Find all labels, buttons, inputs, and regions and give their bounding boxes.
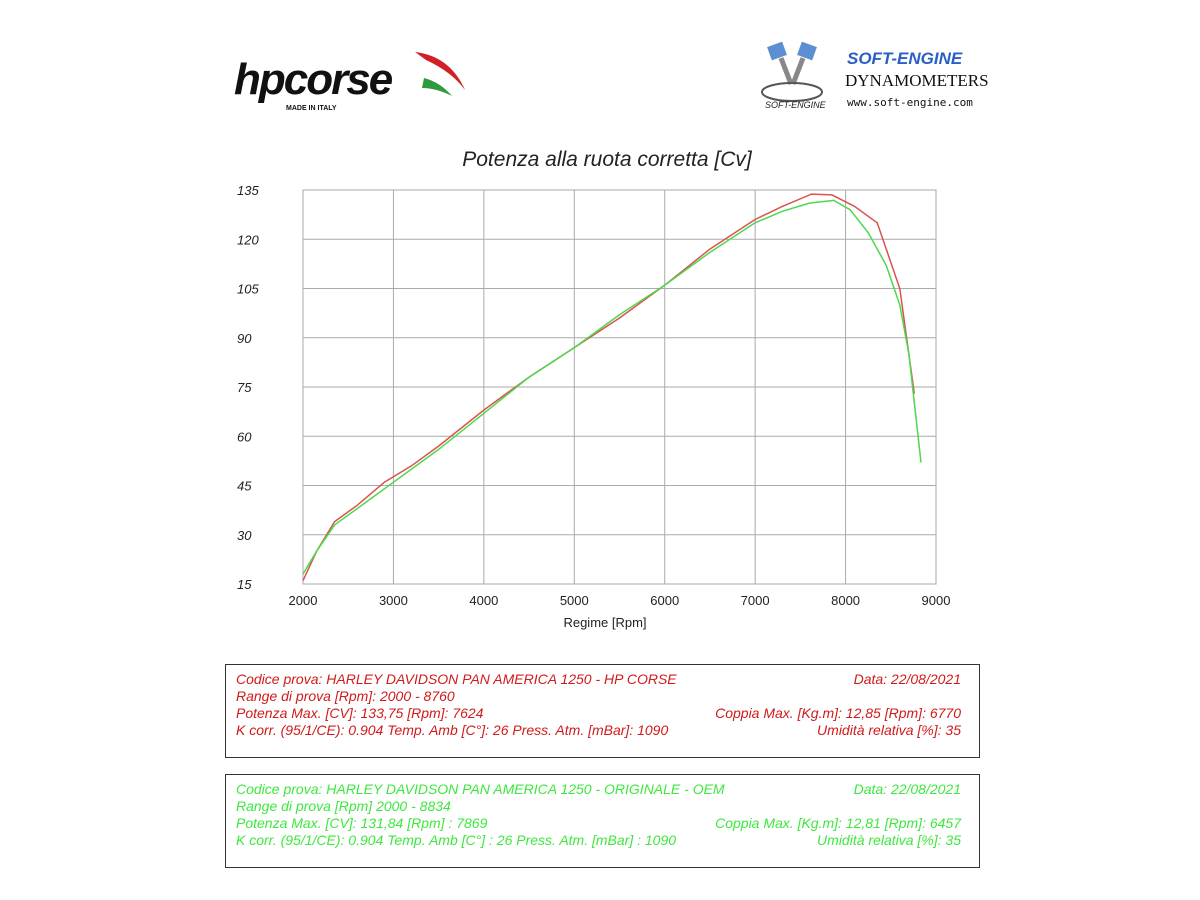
- y-tick-label: 15: [237, 577, 252, 592]
- test-conditions: K corr. (95/1/CE): 0.904 Temp. Amb [C°]:…: [236, 722, 669, 738]
- x-tick-label: 7000: [741, 593, 770, 608]
- x-tick-label: 3000: [379, 593, 408, 608]
- test-range: Range di prova [Rpm]: 2000 - 8760: [236, 688, 455, 704]
- y-tick-label: 120: [237, 232, 259, 247]
- grid: [302, 189, 937, 585]
- test-row-3: Potenza Max. [CV]: 131,84 [Rpm] : 7869 C…: [236, 815, 967, 832]
- se-mark: SOFT-ENGINE: [765, 100, 827, 110]
- se-url: www.soft-engine.com: [847, 96, 973, 109]
- test-row-4: K corr. (95/1/CE): 0.904 Temp. Amb [C°]:…: [236, 722, 967, 739]
- test-humidity: Umidità relativa [%]: 35: [817, 832, 961, 848]
- test-humidity: Umidità relativa [%]: 35: [817, 722, 961, 738]
- hpcorse-logo: hpcorse MADE IN ITALY: [234, 52, 465, 112]
- hp-made-in-italy: MADE IN ITALY: [286, 105, 337, 112]
- chart-title: Potenza alla ruota corretta [Cv]: [462, 148, 753, 171]
- logo-swoosh-green: [422, 78, 452, 96]
- test-row-1: Codice prova: HARLEY DAVIDSON PAN AMERIC…: [236, 671, 967, 688]
- y-tick-label: 60: [237, 429, 252, 444]
- test-range: Range di prova [Rpm] 2000 - 8834: [236, 798, 451, 814]
- test-conditions: K corr. (95/1/CE): 0.904 Temp. Amb [C°] …: [236, 832, 677, 848]
- test-code: Codice prova: HARLEY DAVIDSON PAN AMERIC…: [236, 781, 725, 797]
- test-info-hpcorse: Codice prova: HARLEY DAVIDSON PAN AMERIC…: [225, 664, 980, 758]
- soft-engine-logo: SOFT-ENGINE DYNAMOMETERS SOFT-ENGINE www…: [761, 41, 989, 110]
- pistons-icon: [761, 41, 823, 102]
- y-tick-labels: 15 30 45 60 75 90 105 120 135: [237, 183, 259, 592]
- x-tick-label: 2000: [289, 593, 318, 608]
- hp-brand-text: hpcorse: [234, 55, 393, 104]
- se-brand-text: SOFT-ENGINE: [847, 49, 963, 68]
- x-tick-label: 4000: [469, 593, 498, 608]
- x-axis-label: Regime [Rpm]: [563, 615, 646, 630]
- y-tick-label: 135: [237, 183, 259, 198]
- power-chart: Potenza alla ruota corretta [Cv] 15 30 45 6…: [237, 148, 951, 630]
- test-max-power: Potenza Max. [CV]: 133,75 [Rpm]: 7624: [236, 705, 484, 721]
- test-max-torque: Coppia Max. [Kg.m]: 12,81 [Rpm]: 6457: [715, 815, 961, 831]
- y-tick-label: 75: [237, 380, 252, 395]
- x-tick-label: 9000: [922, 593, 951, 608]
- se-dynamometers: DYNAMOMETERS: [845, 71, 989, 90]
- y-tick-label: 105: [237, 282, 259, 297]
- test-code: Codice prova: HARLEY DAVIDSON PAN AMERIC…: [236, 671, 677, 687]
- y-tick-label: 30: [237, 528, 252, 543]
- x-tick-labels: 2000 3000 4000 5000 6000 7000 8000 9000: [289, 593, 951, 608]
- test-row-1: Codice prova: HARLEY DAVIDSON PAN AMERIC…: [236, 781, 967, 798]
- test-row-2: Range di prova [Rpm]: 2000 - 8760: [236, 688, 967, 705]
- test-date: Data: 22/08/2021: [853, 671, 961, 687]
- series-line-2: [302, 199, 922, 575]
- test-max-power: Potenza Max. [CV]: 131,84 [Rpm] : 7869: [236, 815, 488, 831]
- test-row-4: K corr. (95/1/CE): 0.904 Temp. Amb [C°] …: [236, 832, 967, 849]
- series-line-1: [302, 193, 916, 582]
- x-tick-label: 5000: [560, 593, 589, 608]
- test-row-2: Range di prova [Rpm] 2000 - 8834: [236, 798, 967, 815]
- series-lines: [302, 193, 922, 582]
- y-tick-label: 90: [237, 331, 252, 346]
- test-max-torque: Coppia Max. [Kg.m]: 12,85 [Rpm]: 6770: [715, 705, 961, 721]
- y-tick-label: 45: [237, 479, 252, 494]
- x-tick-label: 8000: [831, 593, 860, 608]
- test-date: Data: 22/08/2021: [853, 781, 961, 797]
- test-info-oem: Codice prova: HARLEY DAVIDSON PAN AMERIC…: [225, 774, 980, 868]
- test-row-3: Potenza Max. [CV]: 133,75 [Rpm]: 7624 Co…: [236, 705, 967, 722]
- x-tick-label: 6000: [650, 593, 679, 608]
